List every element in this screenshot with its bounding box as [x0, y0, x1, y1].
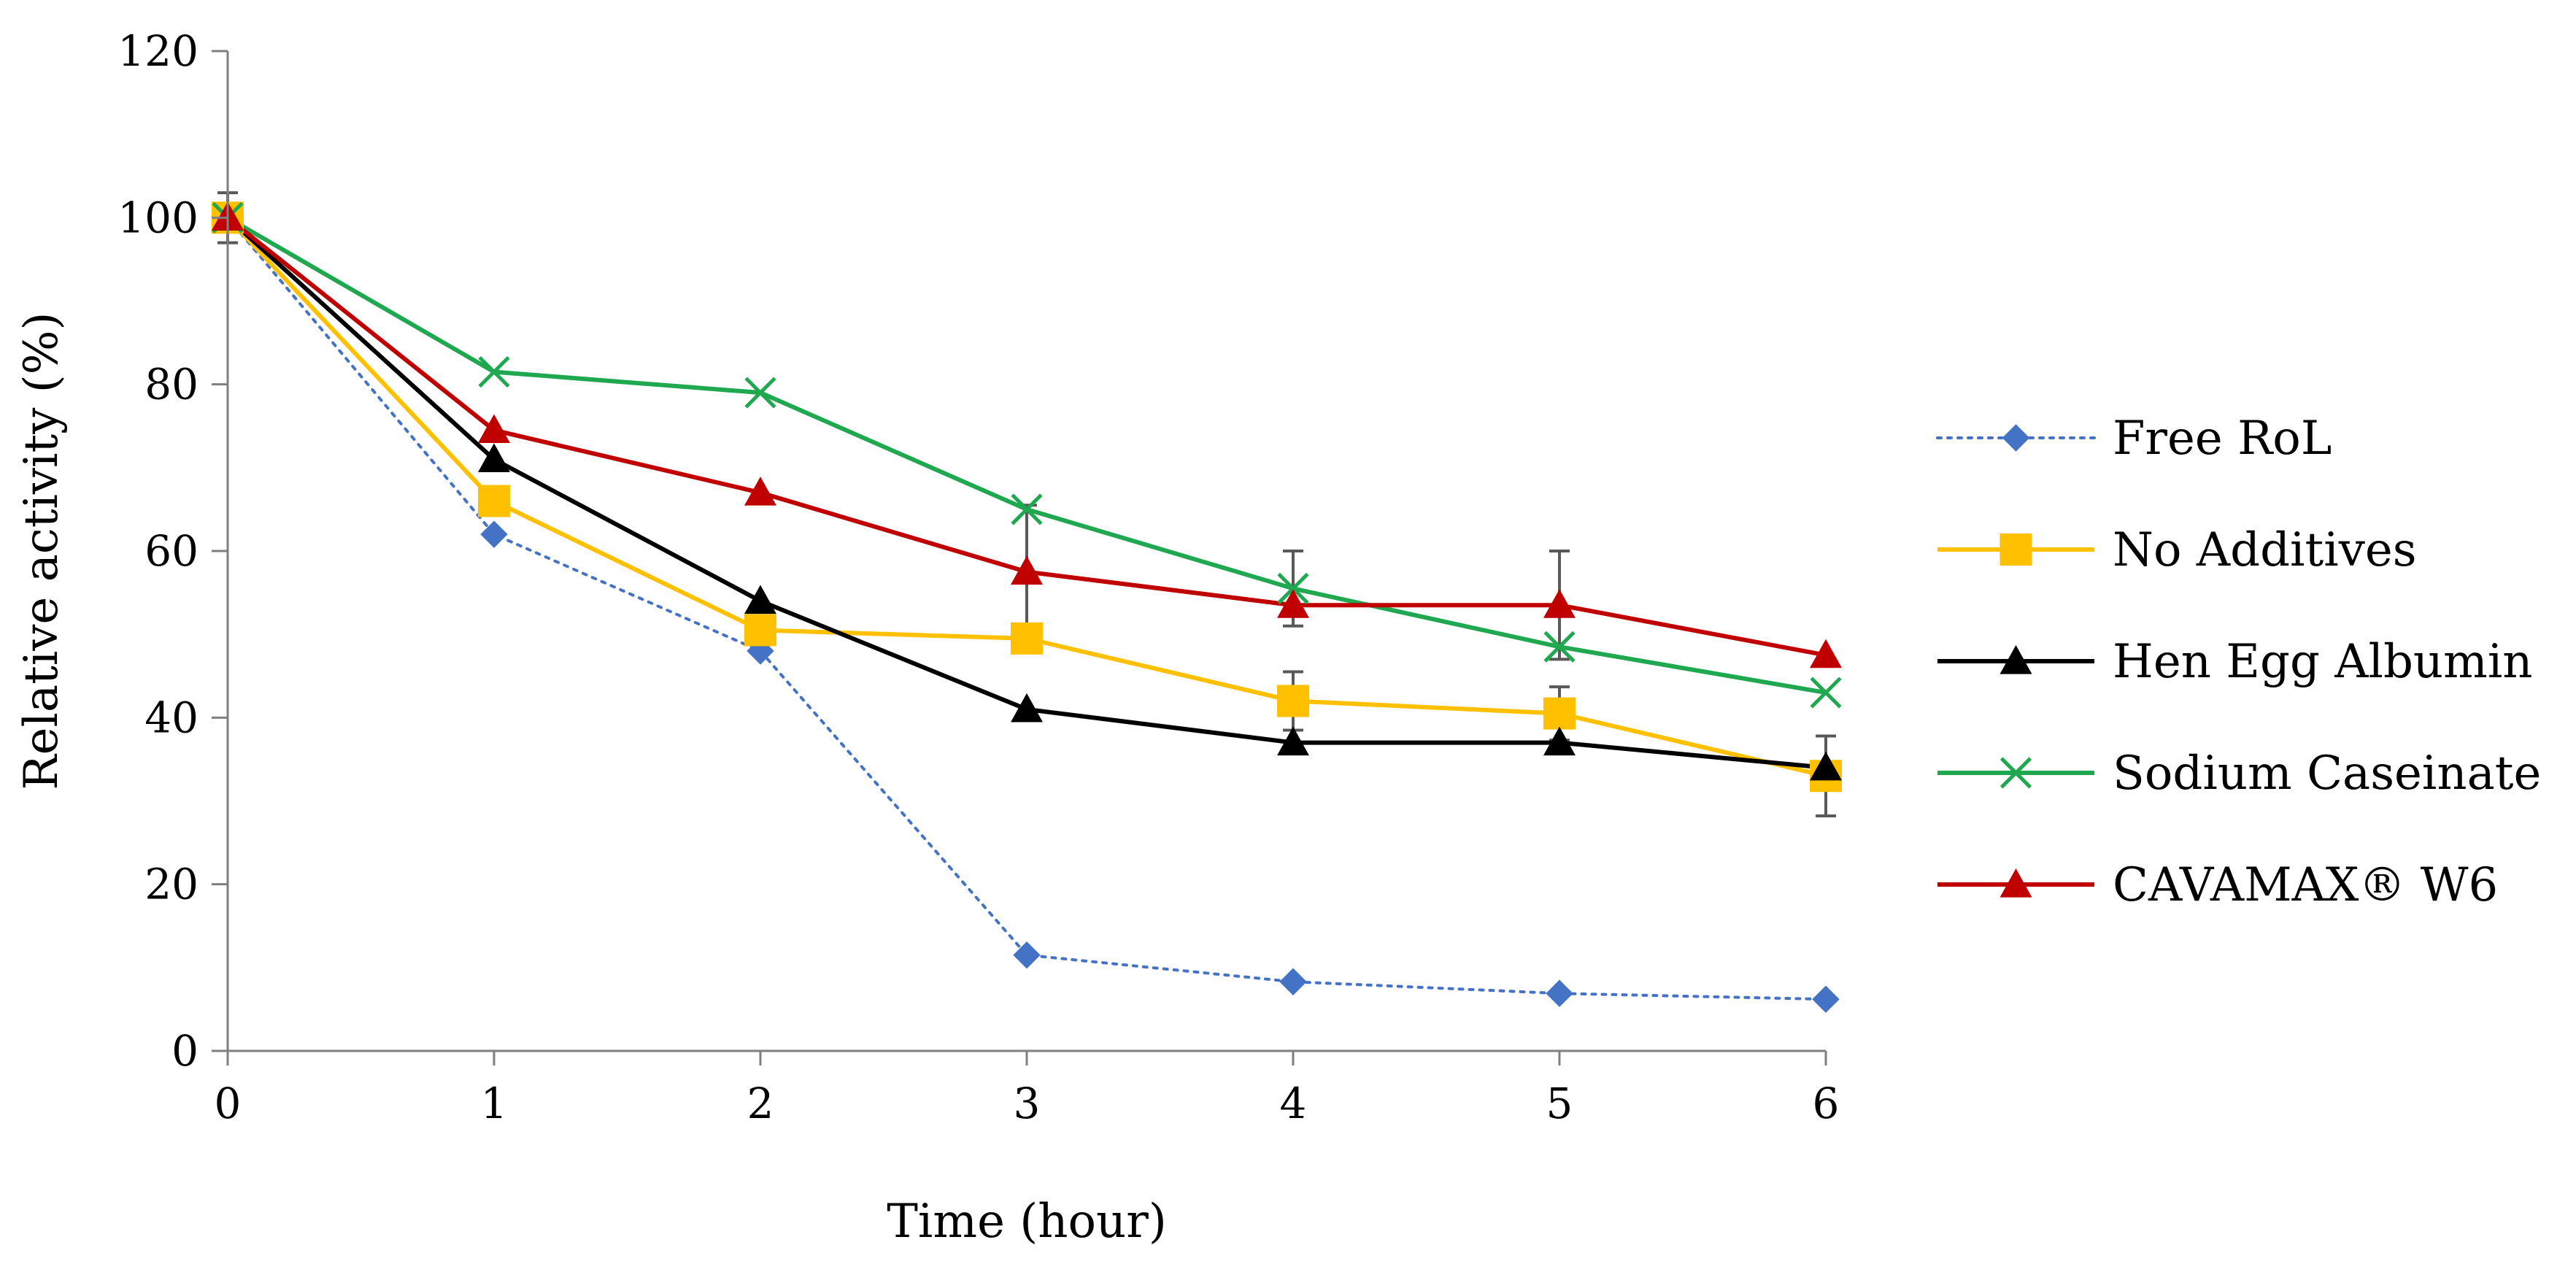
y-tick-label: 100	[117, 193, 198, 242]
marker-cavamax-w6-x1	[478, 414, 510, 444]
marker-free-rol-x4	[1279, 968, 1307, 995]
marker-sodium-caseinate-x5	[1543, 631, 1576, 663]
x-tick-label: 0	[215, 1079, 242, 1128]
marker-no-additives-x4	[1277, 685, 1309, 717]
legend-marker	[2000, 645, 2032, 674]
y-tick-label: 40	[144, 693, 198, 742]
series-markers	[212, 201, 1842, 1013]
marker-no-additives-x2	[744, 614, 776, 647]
marker-sodium-caseinate-x4	[1277, 572, 1309, 604]
marker-cavamax-w6-x4	[1277, 589, 1309, 618]
x-tick-label: 4	[1280, 1079, 1307, 1128]
legend-label: Free RoL	[2113, 412, 2332, 466]
x-tick-label: 1	[481, 1079, 508, 1128]
marker-hen-egg-albumin-x4	[1277, 726, 1309, 756]
y-tick-label: 60	[144, 526, 198, 576]
marker-cavamax-w6-x2	[744, 477, 776, 506]
legend: Free RoL No Additives Hen Egg Albumin Sodiu…	[1936, 412, 2541, 912]
legend-item-sodium-caseinate: Sodium Caseinate	[1937, 747, 2541, 801]
marker-free-rol-x1	[480, 520, 508, 548]
legend-item-hen-egg-albumin: Hen Egg Albumin	[1937, 635, 2533, 689]
marker-hen-egg-albumin-x6	[1810, 751, 1842, 781]
y-tick-label: 120	[117, 26, 198, 76]
x-tick-label: 6	[1813, 1079, 1840, 1128]
x-tick-label: 5	[1546, 1079, 1573, 1128]
legend-marker	[2002, 424, 2030, 452]
marker-sodium-caseinate-x3	[1011, 493, 1043, 525]
x-tick-label: 2	[747, 1079, 774, 1128]
y-axis-title: Relative activity (%)	[15, 312, 69, 790]
x-axis-title: Time (hour)	[887, 1195, 1167, 1249]
legend-item-cavamax-w6: CAVAMAX® W6	[1937, 858, 2498, 912]
legend-item-free-rol: Free RoL	[1936, 412, 2332, 466]
marker-free-rol-x5	[1546, 979, 1573, 1007]
legend-label: No Additives	[2113, 523, 2417, 577]
marker-sodium-caseinate-x6	[1810, 677, 1842, 709]
y-tick-label: 0	[171, 1026, 198, 1076]
series-line-hen-egg-albumin	[225, 216, 1827, 770]
y-tick-label: 20	[144, 860, 198, 909]
legend-label: Sodium Caseinate	[2113, 747, 2541, 801]
axes: 0 20 40 60 80 100 120 0 1 2 3 4 5 6	[117, 26, 1839, 1128]
marker-sodium-caseinate-x2	[744, 377, 776, 409]
legend-item-no-additives: No Additives	[1937, 523, 2417, 577]
marker-no-additives-x3	[1011, 622, 1043, 655]
marker-hen-egg-albumin-x1	[478, 443, 510, 473]
marker-free-rol-x3	[1013, 941, 1041, 969]
marker-cavamax-w6-x5	[1543, 589, 1576, 618]
y-tick-label: 80	[144, 360, 198, 409]
x-tick-label: 3	[1014, 1079, 1041, 1128]
legend-marker	[2000, 533, 2032, 566]
series-line-no-additives	[225, 216, 1827, 779]
legend-marker	[2000, 757, 2032, 789]
marker-hen-egg-albumin-x3	[1011, 693, 1043, 722]
marker-sodium-caseinate-x1	[478, 355, 510, 388]
legend-label: Hen Egg Albumin	[2113, 635, 2533, 689]
marker-no-additives-x5	[1543, 697, 1576, 730]
marker-cavamax-w6-x6	[1810, 639, 1842, 668]
marker-no-additives-x1	[478, 485, 510, 517]
marker-free-rol-x6	[1812, 985, 1840, 1013]
marker-hen-egg-albumin-x5	[1543, 726, 1576, 756]
marker-hen-egg-albumin-x2	[744, 585, 776, 614]
legend-label: CAVAMAX® W6	[2113, 858, 2498, 912]
legend-marker	[2000, 868, 2032, 898]
marker-cavamax-w6-x3	[1011, 555, 1043, 585]
